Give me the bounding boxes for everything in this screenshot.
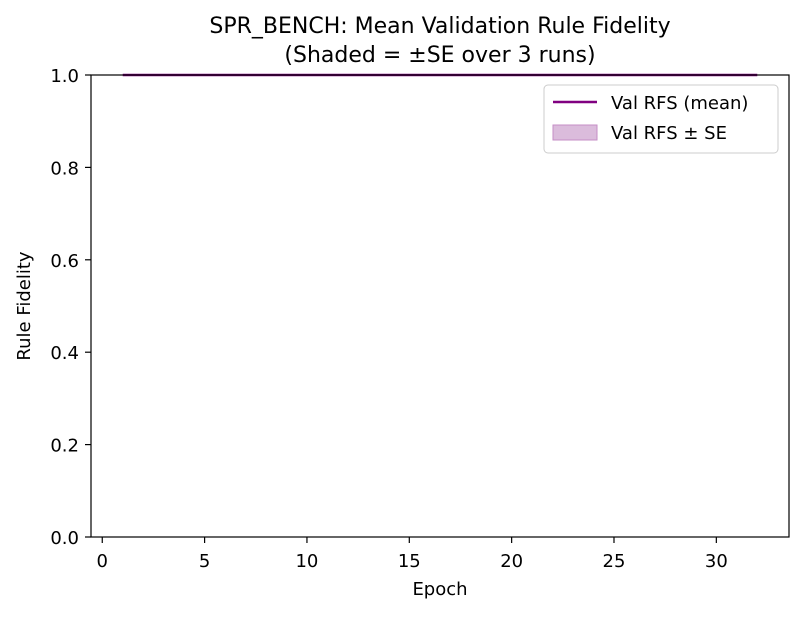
x-tick-label: 20 xyxy=(500,551,523,572)
x-tick-label: 0 xyxy=(97,551,108,572)
x-tick-label: 5 xyxy=(199,551,210,572)
x-axis-ticks: 0 5 10 15 20 25 30 xyxy=(97,537,728,572)
legend-band-swatch xyxy=(553,125,597,140)
chart-subtitle: (Shaded = ±SE over 3 runs) xyxy=(284,43,595,68)
x-axis-label: Epoch xyxy=(412,579,467,600)
y-axis-label: Rule Fidelity xyxy=(14,251,35,361)
legend: Val RFS (mean) Val RFS ± SE xyxy=(544,85,778,153)
y-tick-label: 0.2 xyxy=(50,436,79,457)
y-tick-label: 0.6 xyxy=(50,251,79,272)
x-tick-label: 25 xyxy=(603,551,626,572)
x-tick-label: 30 xyxy=(705,551,728,572)
y-tick-label: 0.0 xyxy=(50,528,79,549)
legend-label-se: Val RFS ± SE xyxy=(611,123,727,144)
chart-title: SPR_BENCH: Mean Validation Rule Fidelity xyxy=(209,14,670,39)
y-tick-label: 0.4 xyxy=(50,343,79,364)
x-tick-label: 10 xyxy=(295,551,318,572)
x-tick-label: 15 xyxy=(398,551,421,572)
y-axis-ticks: 0.0 0.2 0.4 0.6 0.8 1.0 xyxy=(50,66,91,549)
legend-label-mean: Val RFS (mean) xyxy=(611,93,748,114)
y-tick-label: 1.0 xyxy=(50,66,79,87)
y-tick-label: 0.8 xyxy=(50,158,79,179)
